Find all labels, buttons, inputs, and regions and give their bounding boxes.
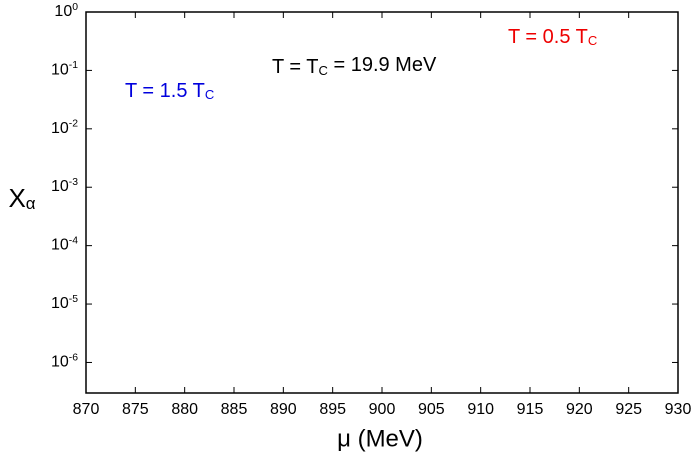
y-tick-label: 10-3 <box>51 177 78 196</box>
x-tick-label: 870 <box>73 401 100 418</box>
x-tick-label: 880 <box>171 401 198 418</box>
y-tick-label: 10-1 <box>51 60 78 79</box>
x-tick-label: 895 <box>319 401 346 418</box>
x-tick-label: 900 <box>369 401 396 418</box>
y-tick-label: 100 <box>54 2 78 21</box>
x-tick-label: 890 <box>270 401 297 418</box>
x-tick-label: 930 <box>665 401 692 418</box>
series-label: T = TC = 19.9 MeV <box>272 54 437 78</box>
y-axis-label: Xα <box>8 183 35 214</box>
y-tick-label: 10-4 <box>51 235 78 254</box>
series-label: T = 0.5 TC <box>508 26 597 48</box>
x-tick-label: 875 <box>122 401 149 418</box>
y-tick-label: 10-6 <box>51 352 78 371</box>
x-axis-label: μ (MeV) <box>337 425 423 452</box>
x-tick-label: 905 <box>418 401 445 418</box>
x-tick-label: 925 <box>615 401 642 418</box>
y-tick-label: 10-2 <box>51 118 78 137</box>
series-label: T = 1.5 TC <box>125 80 214 102</box>
y-tick-label: 10-5 <box>51 294 78 313</box>
x-tick-label: 915 <box>517 401 544 418</box>
x-tick-label: 920 <box>566 401 593 418</box>
x-tick-label: 885 <box>221 401 248 418</box>
x-tick-label: 910 <box>467 401 494 418</box>
